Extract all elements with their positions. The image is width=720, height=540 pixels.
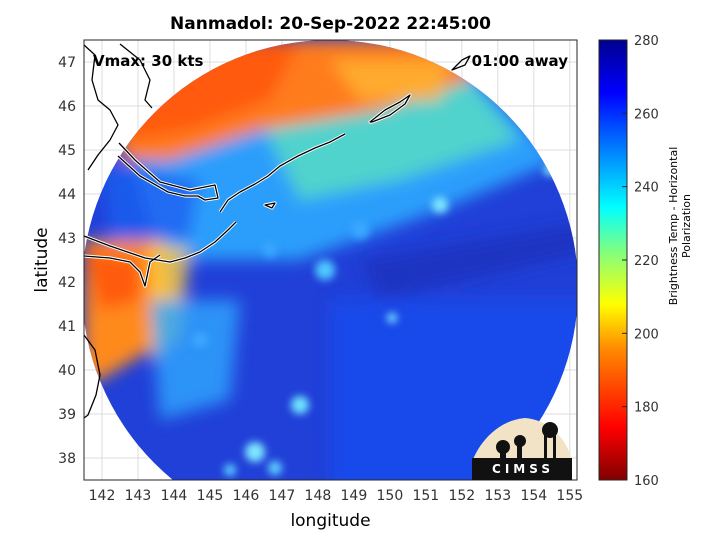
x-tick-label: 148 (305, 488, 332, 504)
x-tick-label: 142 (89, 488, 116, 504)
figure-title: Nanmadol: 20-Sep-2022 22:45:00 (170, 14, 491, 34)
y-tick-label: 41 (58, 319, 76, 335)
x-tick-label: 143 (125, 488, 152, 504)
x-tick-label: 152 (448, 488, 475, 504)
y-tick-label: 42 (58, 275, 76, 291)
vmax-label: Vmax: 30 kts (93, 52, 204, 70)
colorbar-tick-label: 160 (634, 474, 659, 489)
y-tick-label: 47 (58, 55, 76, 71)
x-tick-label: 154 (520, 488, 547, 504)
colorbar-tick-label: 200 (634, 327, 659, 342)
time-offset-label: 01:00 away (471, 52, 568, 70)
x-tick-label: 151 (412, 488, 439, 504)
cimss-logo (472, 418, 572, 480)
colorbar: 280 260 240 220 200 180 160 (598, 34, 659, 489)
y-tick-label: 38 (58, 451, 76, 467)
coastline (84, 43, 471, 419)
y-tick-label: 43 (58, 231, 76, 247)
y-tick-label: 40 (58, 363, 76, 379)
colorbar-tick-label: 260 (634, 107, 659, 122)
y-tick-label: 46 (58, 99, 76, 115)
logo-text: CIMSS (492, 462, 554, 476)
x-tick-label: 147 (269, 488, 296, 504)
colorbar-label: Brightness Temp - Horizontal Polarizatio… (667, 146, 693, 306)
x-tick-label: 146 (233, 488, 260, 504)
y-tick-label: 39 (58, 407, 76, 423)
x-tick-label: 144 (161, 488, 188, 504)
x-tick-label: 155 (556, 488, 583, 504)
y-tick-label: 45 (58, 143, 76, 159)
brightness-swath (84, 40, 577, 480)
y-tick-labels: 47 46 45 44 43 42 41 40 39 38 (58, 55, 76, 467)
x-tick-label: 153 (484, 488, 511, 504)
y-axis-label: latitude (32, 227, 52, 293)
colorbar-tick-label: 280 (634, 34, 659, 49)
x-tick-label: 149 (341, 488, 368, 504)
colorbar-tick-label: 180 (634, 401, 659, 416)
x-tick-labels: 142 143 144 145 146 147 148 149 150 151 152 153 154 1… (89, 488, 584, 504)
colorbar-tick-label: 240 (634, 181, 659, 196)
x-axis-label: longitude (290, 511, 371, 531)
axes-frame (83, 39, 578, 481)
y-tick-label: 44 (58, 187, 76, 203)
x-tick-label: 150 (377, 488, 404, 504)
x-tick-label: 145 (197, 488, 224, 504)
colorbar-tick-label: 220 (634, 254, 659, 269)
